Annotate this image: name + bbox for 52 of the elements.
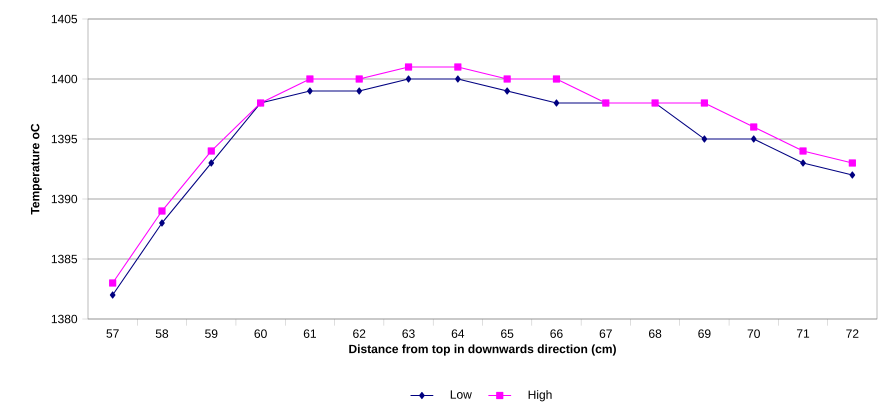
x-tick-label: 63 (402, 329, 415, 338)
point (110, 291, 116, 299)
point (850, 171, 856, 179)
point (455, 75, 461, 83)
point (700, 99, 708, 107)
point (552, 75, 560, 83)
y-tick-label: 1400 (52, 74, 78, 84)
x-tick-label: 62 (353, 329, 366, 338)
point (800, 159, 806, 167)
x-tick-label: 64 (452, 329, 464, 338)
x-tick-label: 71 (796, 329, 810, 338)
x-tick-label: 66 (550, 329, 563, 338)
x-tick-label: 67 (600, 329, 612, 338)
x-tick-label: 61 (304, 329, 316, 338)
point (158, 207, 166, 215)
point (208, 147, 215, 155)
point (454, 63, 462, 71)
point (159, 219, 165, 227)
x-tick-label: 68 (649, 329, 662, 338)
point (702, 135, 708, 143)
x-tick-label: 59 (205, 329, 218, 338)
y-axis-title: Temperature oC (30, 124, 42, 214)
x-tick-label: 69 (698, 329, 711, 338)
legend-label: High (528, 390, 552, 402)
x-tick-label: 57 (106, 329, 119, 338)
y-tick-label: 1405 (52, 14, 78, 24)
y-tick-label: 1385 (52, 254, 78, 264)
point (799, 147, 807, 155)
point (504, 75, 511, 83)
point (356, 87, 362, 95)
point (306, 75, 314, 83)
x-tick-label: 65 (501, 329, 514, 338)
point (750, 135, 757, 143)
x-tick-label: 58 (156, 329, 168, 338)
point (109, 279, 116, 287)
x-tick-label: 60 (254, 329, 267, 338)
point (504, 87, 510, 95)
y-tick-label: 1390 (52, 194, 78, 204)
point (750, 123, 758, 131)
point (208, 159, 214, 167)
y-tick-label: 1395 (52, 134, 78, 144)
x-tick-label: 72 (846, 329, 858, 338)
point (554, 99, 560, 107)
point (307, 87, 313, 95)
point (404, 63, 412, 71)
point (848, 159, 856, 167)
point (356, 75, 363, 83)
x-axis-title: Distance from top in downwards direction (cm) (349, 344, 616, 356)
legend-label: Low (450, 390, 472, 399)
y-tick-label: 1380 (52, 314, 78, 324)
x-tick-label: 70 (748, 329, 760, 338)
point (406, 75, 412, 83)
